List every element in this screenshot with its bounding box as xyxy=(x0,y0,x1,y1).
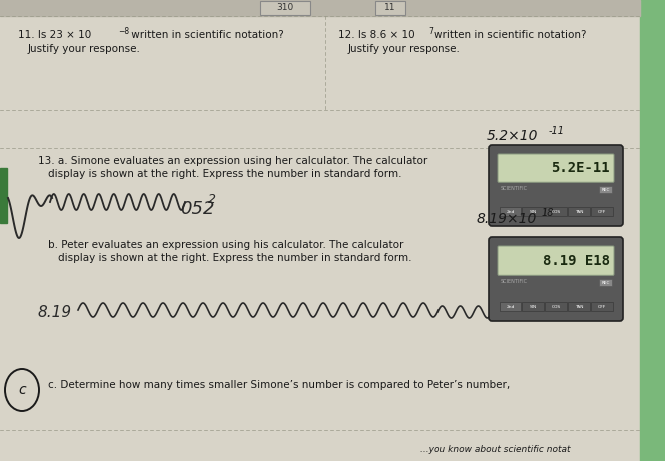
Bar xyxy=(545,302,567,311)
Text: c: c xyxy=(18,383,26,397)
Text: Justify your response.: Justify your response. xyxy=(28,44,141,54)
Bar xyxy=(522,302,544,311)
Text: Justify your response.: Justify your response. xyxy=(348,44,461,54)
Bar xyxy=(599,186,612,193)
Text: SIN: SIN xyxy=(529,209,537,213)
Text: c. Determine how many times smaller Simone’s number is compared to Peter’s numbe: c. Determine how many times smaller Simo… xyxy=(48,380,510,390)
Text: display is shown at the right. Express the number in standard form.: display is shown at the right. Express t… xyxy=(58,253,412,263)
Bar xyxy=(545,207,567,216)
Text: 12. Is 8.6 × 10: 12. Is 8.6 × 10 xyxy=(338,30,414,40)
Text: REC: REC xyxy=(601,281,610,285)
FancyBboxPatch shape xyxy=(498,246,614,275)
Text: 8.19 E18: 8.19 E18 xyxy=(543,254,610,268)
Text: display is shown at the right. Express the number in standard form.: display is shown at the right. Express t… xyxy=(48,169,402,179)
Bar xyxy=(260,1,310,15)
Text: 8.19: 8.19 xyxy=(38,305,72,320)
Text: REC: REC xyxy=(601,188,610,192)
Bar xyxy=(375,1,405,15)
Text: TAN: TAN xyxy=(575,209,583,213)
Text: 8.19×10: 8.19×10 xyxy=(477,212,537,226)
Text: COS: COS xyxy=(551,209,561,213)
Text: SIN: SIN xyxy=(529,305,537,308)
Bar xyxy=(568,207,590,216)
Text: 13. a. Simone evaluates an expression using her calculator. The calculator: 13. a. Simone evaluates an expression us… xyxy=(38,156,427,166)
Text: 5.2×10: 5.2×10 xyxy=(487,129,539,143)
Bar xyxy=(522,207,544,216)
Text: written in scientific notation?: written in scientific notation? xyxy=(128,30,284,40)
Bar xyxy=(568,302,590,311)
FancyBboxPatch shape xyxy=(489,237,623,321)
Bar xyxy=(599,279,612,286)
Text: 11: 11 xyxy=(384,4,396,12)
Bar xyxy=(591,207,612,216)
Text: 2nd: 2nd xyxy=(506,209,515,213)
Text: OFF: OFF xyxy=(597,305,606,308)
Text: OFF: OFF xyxy=(597,209,606,213)
Text: -11: -11 xyxy=(549,126,565,136)
Text: b. Peter evaluates an expression using his calculator. The calculator: b. Peter evaluates an expression using h… xyxy=(48,240,404,250)
FancyBboxPatch shape xyxy=(489,145,623,226)
Bar xyxy=(0,168,7,223)
Text: COS: COS xyxy=(551,305,561,308)
Text: 5.2E-11: 5.2E-11 xyxy=(551,161,610,175)
Bar xyxy=(499,302,521,311)
Bar xyxy=(591,302,612,311)
Bar xyxy=(499,207,521,216)
Text: ...you know about scientific notat: ...you know about scientific notat xyxy=(420,445,571,454)
Text: SCIENTIFIC: SCIENTIFIC xyxy=(501,186,528,191)
Text: 310: 310 xyxy=(277,4,294,12)
FancyBboxPatch shape xyxy=(498,154,614,182)
Text: SCIENTIFIC: SCIENTIFIC xyxy=(501,279,528,284)
Text: written in scientific notation?: written in scientific notation? xyxy=(434,30,587,40)
Text: 2: 2 xyxy=(208,193,216,206)
Text: 18: 18 xyxy=(542,208,555,218)
Text: TAN: TAN xyxy=(575,305,583,308)
Text: −8: −8 xyxy=(118,27,129,36)
Text: 7: 7 xyxy=(428,27,433,36)
Text: 2nd: 2nd xyxy=(506,305,515,308)
Bar xyxy=(0,0,640,16)
Text: 052: 052 xyxy=(180,200,215,218)
Bar xyxy=(640,0,665,461)
Text: 11. Is 23 × 10: 11. Is 23 × 10 xyxy=(18,30,91,40)
